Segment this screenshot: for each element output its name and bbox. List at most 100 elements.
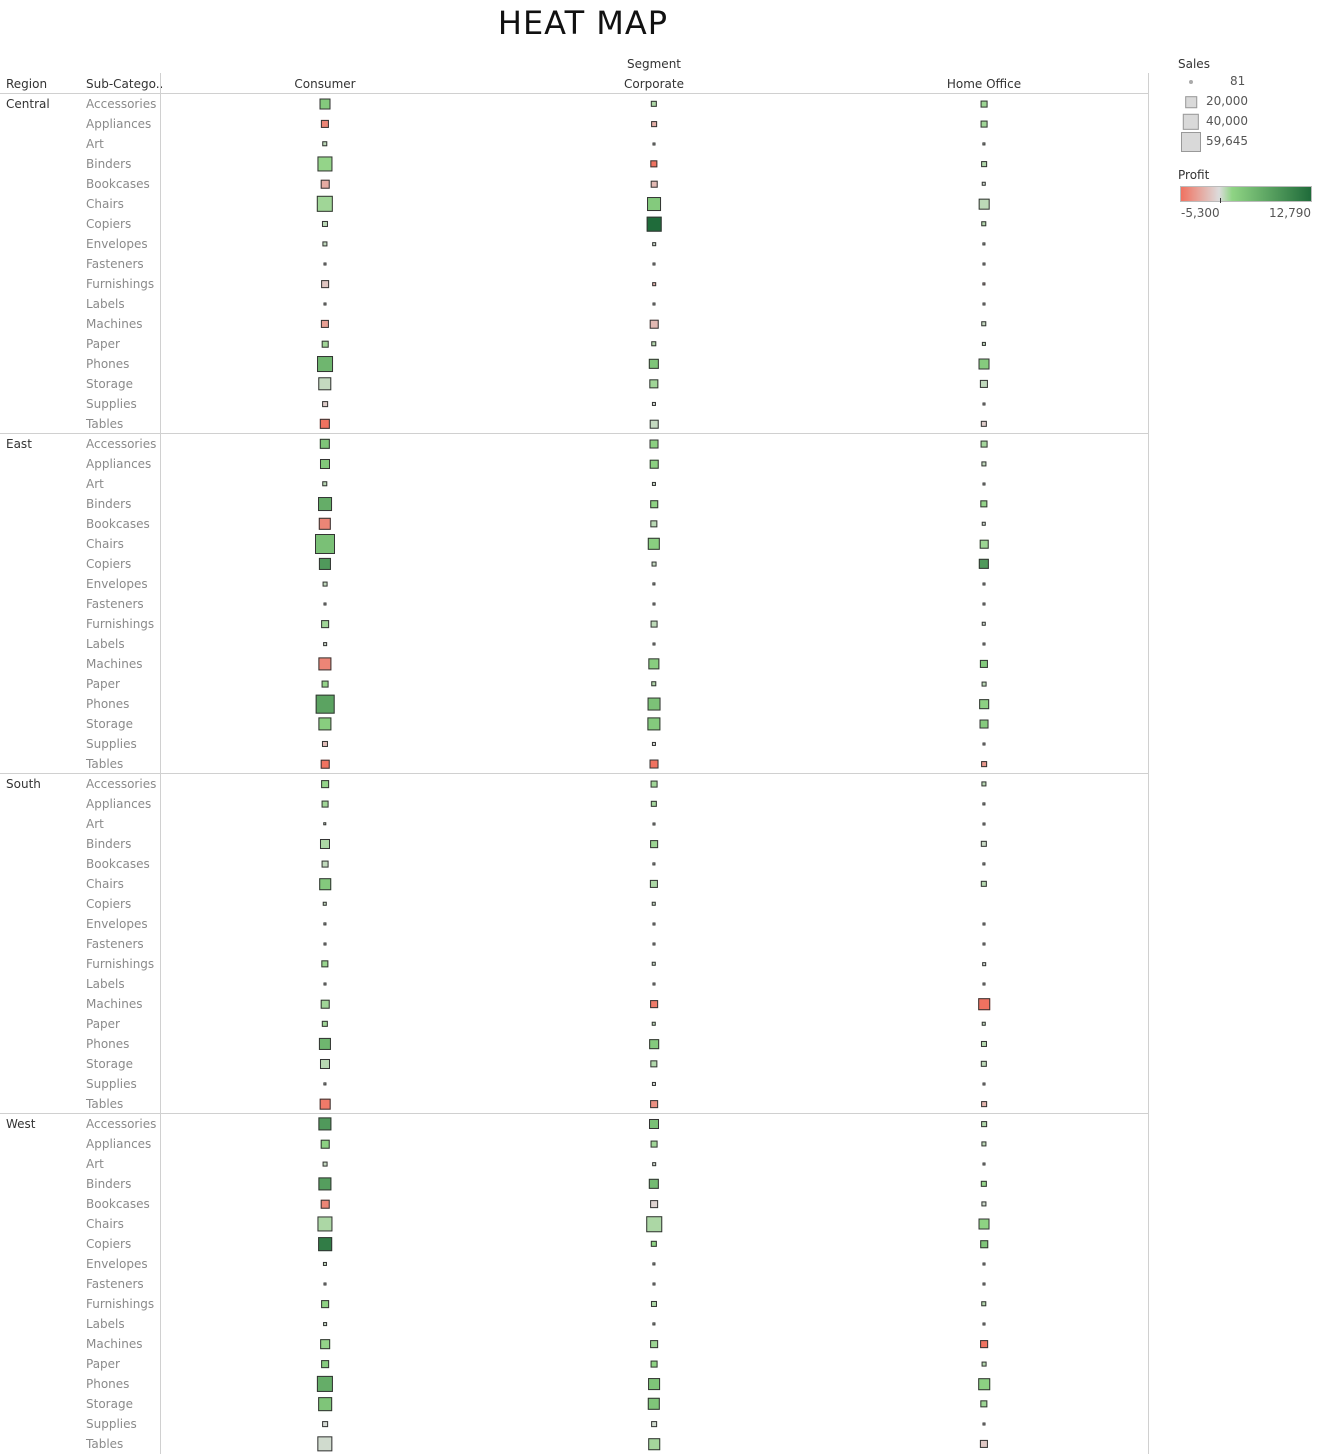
heatmap-mark[interactable] bbox=[321, 1360, 329, 1368]
heatmap-mark[interactable] bbox=[651, 961, 657, 967]
heatmap-mark[interactable] bbox=[982, 1322, 986, 1326]
heatmap-mark[interactable] bbox=[981, 621, 987, 627]
heatmap-mark[interactable] bbox=[982, 482, 986, 486]
heatmap-mark[interactable] bbox=[982, 1422, 986, 1426]
heatmap-mark[interactable] bbox=[650, 1100, 658, 1108]
heatmap-mark[interactable] bbox=[981, 461, 987, 467]
heatmap-mark[interactable] bbox=[652, 1262, 656, 1266]
heatmap-mark[interactable] bbox=[982, 582, 986, 586]
heatmap-mark[interactable] bbox=[651, 681, 657, 687]
heatmap-mark[interactable] bbox=[980, 500, 988, 508]
heatmap-mark[interactable] bbox=[980, 1060, 988, 1068]
heatmap-mark[interactable] bbox=[980, 880, 988, 888]
heatmap-mark[interactable] bbox=[981, 1101, 987, 1107]
heatmap-mark[interactable] bbox=[319, 878, 331, 890]
heatmap-mark[interactable] bbox=[982, 982, 986, 986]
heatmap-mark[interactable] bbox=[322, 1261, 328, 1267]
heatmap-mark[interactable] bbox=[318, 1397, 332, 1411]
heatmap-mark[interactable] bbox=[321, 780, 329, 788]
heatmap-mark[interactable] bbox=[981, 341, 987, 347]
heatmap-mark[interactable] bbox=[323, 302, 327, 306]
heatmap-mark[interactable] bbox=[981, 761, 987, 767]
heatmap-mark[interactable] bbox=[980, 420, 988, 428]
heatmap-mark[interactable] bbox=[650, 1340, 658, 1348]
heatmap-mark[interactable] bbox=[321, 680, 329, 688]
heatmap-mark[interactable] bbox=[980, 120, 988, 128]
heatmap-mark[interactable] bbox=[319, 418, 331, 430]
heatmap-mark[interactable] bbox=[981, 681, 987, 687]
heatmap-mark[interactable] bbox=[315, 534, 335, 554]
heatmap-mark[interactable] bbox=[648, 1118, 660, 1130]
heatmap-mark[interactable] bbox=[652, 262, 656, 266]
heatmap-mark[interactable] bbox=[651, 481, 657, 487]
heatmap-mark[interactable] bbox=[649, 439, 659, 449]
heatmap-mark[interactable] bbox=[978, 1378, 990, 1390]
heatmap-mark[interactable] bbox=[978, 998, 990, 1010]
heatmap-mark[interactable] bbox=[652, 1162, 656, 1166]
heatmap-mark[interactable] bbox=[321, 1020, 329, 1028]
heatmap-mark[interactable] bbox=[650, 1240, 658, 1248]
heatmap-mark[interactable] bbox=[982, 802, 986, 806]
heatmap-mark[interactable] bbox=[323, 602, 327, 606]
heatmap-mark[interactable] bbox=[979, 539, 989, 549]
heatmap-mark[interactable] bbox=[982, 142, 986, 146]
heatmap-mark[interactable] bbox=[979, 659, 989, 669]
heatmap-mark[interactable] bbox=[980, 1180, 988, 1188]
heatmap-mark[interactable] bbox=[982, 862, 986, 866]
heatmap-mark[interactable] bbox=[978, 358, 990, 370]
heatmap-mark[interactable] bbox=[322, 1421, 328, 1427]
heatmap-mark[interactable] bbox=[980, 1340, 988, 1348]
heatmap-mark[interactable] bbox=[981, 1361, 987, 1367]
heatmap-mark[interactable] bbox=[981, 781, 987, 787]
heatmap-mark[interactable] bbox=[322, 241, 328, 247]
heatmap-mark[interactable] bbox=[980, 1240, 988, 1248]
heatmap-mark[interactable] bbox=[647, 717, 661, 731]
heatmap-mark[interactable] bbox=[648, 358, 660, 370]
heatmap-mark[interactable] bbox=[978, 558, 990, 570]
heatmap-mark[interactable] bbox=[981, 1021, 987, 1027]
heatmap-mark[interactable] bbox=[318, 557, 332, 571]
heatmap-mark[interactable] bbox=[651, 561, 657, 567]
heatmap-mark[interactable] bbox=[982, 262, 986, 266]
heatmap-mark[interactable] bbox=[982, 1082, 986, 1086]
heatmap-mark[interactable] bbox=[981, 221, 987, 227]
heatmap-mark[interactable] bbox=[321, 340, 329, 348]
heatmap-mark[interactable] bbox=[650, 180, 658, 188]
heatmap-mark[interactable] bbox=[315, 694, 335, 714]
heatmap-mark[interactable] bbox=[323, 822, 327, 826]
heatmap-mark[interactable] bbox=[318, 517, 332, 531]
heatmap-mark[interactable] bbox=[323, 922, 327, 926]
heatmap-mark[interactable] bbox=[319, 838, 331, 850]
heatmap-mark[interactable] bbox=[648, 658, 660, 670]
heatmap-mark[interactable] bbox=[651, 901, 657, 907]
heatmap-mark[interactable] bbox=[982, 642, 986, 646]
heatmap-mark[interactable] bbox=[652, 942, 656, 946]
heatmap-mark[interactable] bbox=[323, 642, 327, 646]
heatmap-mark[interactable] bbox=[320, 319, 330, 329]
heatmap-mark[interactable] bbox=[982, 962, 986, 966]
heatmap-mark[interactable] bbox=[650, 780, 658, 788]
heatmap-mark[interactable] bbox=[978, 198, 990, 210]
heatmap-mark[interactable] bbox=[981, 161, 987, 167]
heatmap-mark[interactable] bbox=[650, 1140, 658, 1148]
heatmap-mark[interactable] bbox=[319, 1098, 331, 1110]
heatmap-mark[interactable] bbox=[322, 901, 328, 907]
heatmap-mark[interactable] bbox=[650, 500, 658, 508]
heatmap-mark[interactable] bbox=[318, 377, 332, 391]
heatmap-mark[interactable] bbox=[981, 1201, 987, 1207]
heatmap-mark[interactable] bbox=[320, 1339, 330, 1349]
heatmap-mark[interactable] bbox=[651, 1081, 657, 1087]
heatmap-mark[interactable] bbox=[652, 602, 656, 606]
heatmap-mark[interactable] bbox=[650, 620, 658, 628]
heatmap-mark[interactable] bbox=[322, 1161, 328, 1167]
heatmap-mark[interactable] bbox=[649, 759, 659, 769]
heatmap-mark[interactable] bbox=[978, 1218, 990, 1230]
heatmap-mark[interactable] bbox=[321, 620, 329, 628]
heatmap-mark[interactable] bbox=[980, 840, 988, 848]
heatmap-mark[interactable] bbox=[652, 642, 656, 646]
heatmap-mark[interactable] bbox=[318, 1037, 332, 1051]
heatmap-mark[interactable] bbox=[650, 840, 658, 848]
heatmap-mark[interactable] bbox=[982, 1282, 986, 1286]
heatmap-mark[interactable] bbox=[319, 458, 331, 470]
heatmap-mark[interactable] bbox=[650, 100, 658, 108]
